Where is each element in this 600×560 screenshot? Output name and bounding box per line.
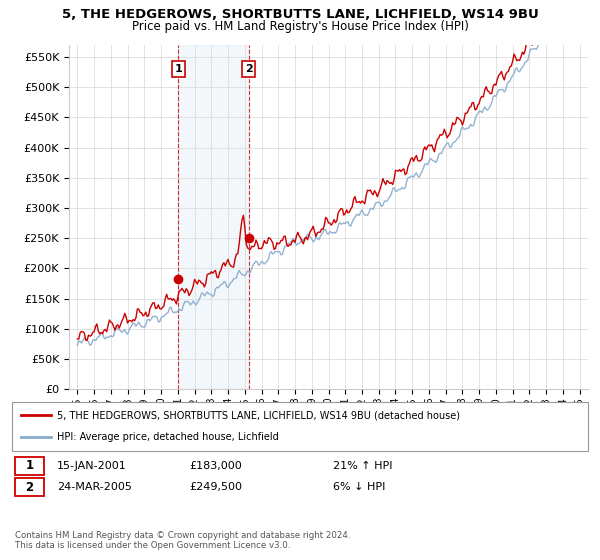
- Text: 1: 1: [25, 459, 34, 473]
- Bar: [178, 45, 248, 389]
- Text: 6% ↓ HPI: 6% ↓ HPI: [333, 482, 385, 492]
- Text: 15-JAN-2001: 15-JAN-2001: [57, 461, 127, 471]
- Text: Price paid vs. HM Land Registry's House Price Index (HPI): Price paid vs. HM Land Registry's House …: [131, 20, 469, 32]
- Text: 24-MAR-2005: 24-MAR-2005: [57, 482, 132, 492]
- Text: 2: 2: [25, 480, 34, 494]
- Text: £183,000: £183,000: [189, 461, 242, 471]
- Text: Contains HM Land Registry data © Crown copyright and database right 2024.
This d: Contains HM Land Registry data © Crown c…: [15, 530, 350, 550]
- Text: 5, THE HEDGEROWS, SHORTBUTTS LANE, LICHFIELD, WS14 9BU (detached house): 5, THE HEDGEROWS, SHORTBUTTS LANE, LICHF…: [57, 410, 460, 421]
- Text: 21% ↑ HPI: 21% ↑ HPI: [333, 461, 392, 471]
- Text: 1: 1: [175, 64, 182, 74]
- Text: HPI: Average price, detached house, Lichfield: HPI: Average price, detached house, Lich…: [57, 432, 279, 442]
- Text: 2: 2: [245, 64, 253, 74]
- Text: £249,500: £249,500: [189, 482, 242, 492]
- Text: 5, THE HEDGEROWS, SHORTBUTTS LANE, LICHFIELD, WS14 9BU: 5, THE HEDGEROWS, SHORTBUTTS LANE, LICHF…: [62, 8, 538, 21]
